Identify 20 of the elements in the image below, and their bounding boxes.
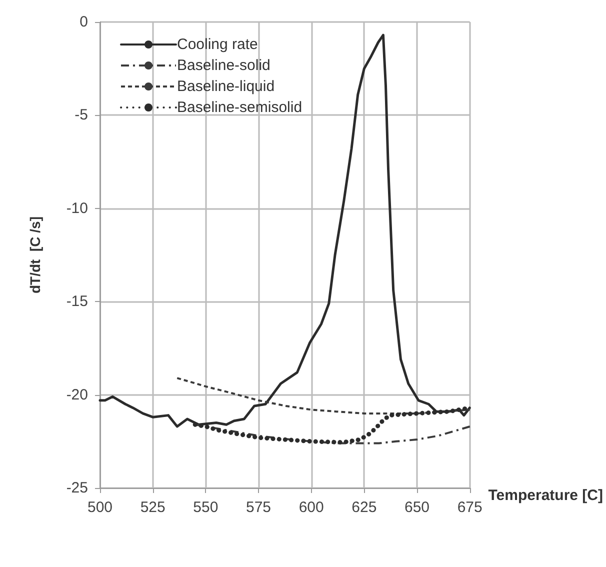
legend-label: Baseline-solid [177, 57, 270, 74]
y-tick-label: -15 [66, 293, 88, 310]
y-tick-label: -10 [66, 200, 88, 217]
legend-label: Baseline-liquid [177, 78, 275, 95]
x-axis-title: Temperature [C] [488, 487, 603, 504]
x-tick-label: 500 [87, 499, 113, 516]
x-tick-label: 550 [193, 499, 218, 516]
x-tick-label: 675 [457, 499, 482, 516]
y-tick-label: -20 [66, 386, 88, 404]
y-tick-label: 0 [80, 14, 88, 30]
x-tick-label: 525 [140, 499, 166, 516]
legend-label: Cooling rate [177, 36, 258, 53]
y-tick-label: -25 [66, 480, 88, 496]
x-tick-label: 600 [298, 499, 324, 516]
x-tick-label: 575 [246, 499, 272, 516]
y-tick-label: -5 [74, 106, 88, 124]
y-axis-title: dT/dt [C /s] [27, 216, 43, 294]
x-tick-label: 650 [404, 499, 430, 516]
legend-label: Baseline-semisolid [177, 99, 302, 116]
x-tick-label: 625 [352, 499, 377, 516]
